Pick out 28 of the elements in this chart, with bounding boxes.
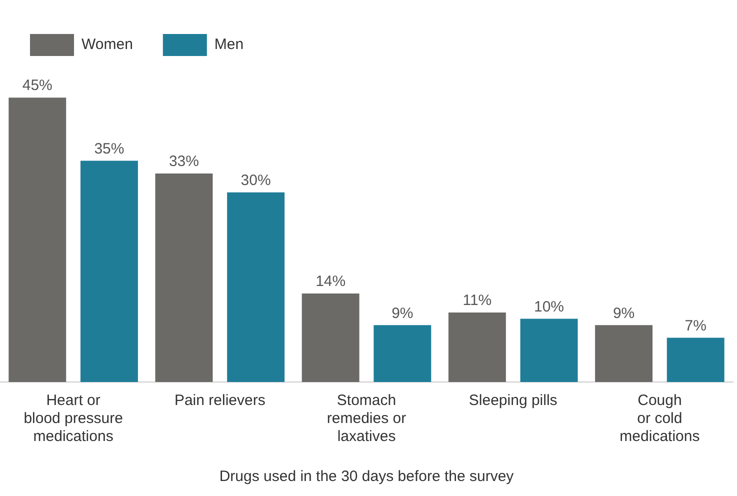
- data-label: 35%: [94, 140, 124, 158]
- bar: [520, 318, 578, 382]
- x-tick-label: Stomach remedies or laxatives: [326, 392, 406, 446]
- bar: [227, 192, 285, 382]
- x-tick-label: Sleeping pills: [468, 392, 558, 410]
- bar: [374, 325, 432, 382]
- data-label: 10%: [534, 298, 564, 316]
- data-label: 9%: [392, 304, 414, 322]
- bar: [8, 98, 66, 382]
- bar: [155, 173, 213, 382]
- data-label: 30%: [240, 172, 271, 190]
- bar: [302, 294, 360, 382]
- legend-label: Women: [82, 36, 133, 54]
- x-tick-label: Heart or blood pressure medications: [24, 392, 123, 446]
- bar: [80, 160, 138, 382]
- x-tick-label: Pain relievers: [174, 392, 266, 410]
- bar: [448, 312, 506, 382]
- data-label: 11%: [462, 292, 492, 310]
- data-label: 14%: [316, 273, 346, 290]
- x-tick-label: Cough or cold medications: [620, 392, 700, 446]
- data-label: 7%: [684, 317, 706, 334]
- x-axis-title: Drugs used in the 30 days before the survey: [219, 468, 514, 486]
- legend-label: Men: [214, 36, 244, 54]
- data-label: 33%: [168, 153, 199, 170]
- bar: [666, 338, 724, 382]
- data-label: 9%: [612, 304, 635, 322]
- data-label: 45%: [22, 77, 52, 94]
- bar: [595, 325, 653, 382]
